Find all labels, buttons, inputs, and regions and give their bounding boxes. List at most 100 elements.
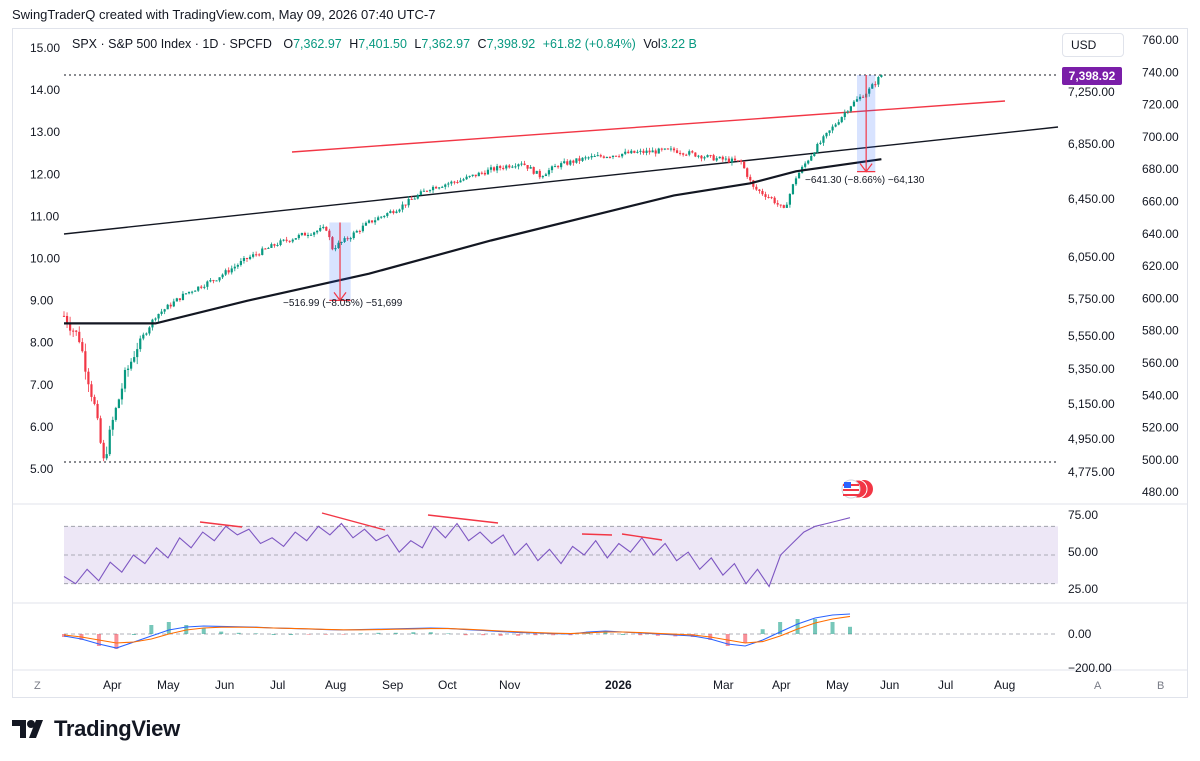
scale-axis-tick: 520.00 — [1142, 421, 1179, 435]
candle-body — [108, 429, 111, 455]
candle-body — [535, 170, 538, 174]
candle-body — [630, 150, 633, 154]
candle-body — [834, 124, 837, 127]
candle-body — [480, 172, 483, 174]
candle-body — [880, 75, 883, 78]
macd-histogram-bar — [446, 633, 451, 634]
macd-histogram-bar — [813, 619, 818, 634]
candle-body — [621, 153, 624, 157]
candle-body — [828, 130, 831, 133]
candle-body — [279, 240, 282, 245]
time-axis-tick: May — [157, 678, 180, 692]
candle-body — [755, 186, 758, 190]
candle-body — [709, 155, 712, 157]
candle-body — [614, 155, 618, 157]
candle-body — [87, 371, 90, 385]
candle-body — [65, 316, 69, 324]
candle-body — [733, 158, 737, 161]
macd-histogram-bar — [411, 632, 416, 634]
candle-body — [532, 167, 535, 174]
candle-body — [566, 161, 569, 165]
candle-body — [169, 304, 172, 307]
candle-body — [380, 216, 383, 218]
macd-histogram-bar — [481, 634, 486, 636]
candle-body — [471, 174, 474, 176]
macd-histogram-bar — [655, 634, 660, 636]
scale-axis-tick: 760.00 — [1142, 33, 1179, 47]
candle-body — [407, 198, 410, 206]
candle-body — [166, 304, 169, 310]
candle-body — [117, 399, 120, 408]
candle-body — [770, 197, 773, 199]
time-axis-tick: Apr — [772, 678, 791, 692]
left-axis-tick: 6.00 — [30, 420, 54, 434]
candle-body — [331, 237, 334, 250]
candle-body — [782, 205, 785, 208]
currency-button[interactable]: USD — [1062, 33, 1124, 57]
time-axis-tick: Jun — [880, 678, 899, 692]
candle-body — [325, 226, 328, 231]
candle-body — [413, 198, 416, 200]
candle-body — [444, 184, 447, 187]
candle-body — [377, 217, 380, 221]
scale-axis-tick: 600.00 — [1142, 291, 1179, 305]
candle-body — [242, 258, 246, 262]
candle-body — [483, 172, 486, 175]
macd-histogram-bar — [131, 634, 136, 635]
candle-body — [724, 158, 727, 160]
macd-signal-line — [63, 615, 851, 644]
candle-body — [218, 277, 221, 281]
candle-body — [624, 151, 627, 154]
time-axis-tick: Jun — [215, 678, 234, 692]
candle-body — [148, 327, 151, 334]
time-axis-tick: Jul — [938, 678, 953, 692]
candle-body — [465, 176, 468, 180]
candle-body — [422, 190, 425, 192]
candle-body — [474, 174, 477, 177]
candle-body — [157, 313, 160, 319]
zoom-corner-mark: Z — [34, 680, 41, 692]
scale-axis-tick: 540.00 — [1142, 388, 1179, 402]
candle-body — [276, 244, 279, 246]
macd-axis-tick: 0.00 — [1068, 627, 1092, 641]
candle-body — [703, 157, 706, 159]
candle-body — [858, 96, 862, 100]
price-axis-tick: 4,775.00 — [1068, 465, 1115, 479]
tradingview-logo-icon — [12, 720, 43, 738]
candle-body — [194, 290, 197, 292]
candle-body — [877, 77, 880, 85]
symbol-legend: SPX · S&P 500 Index · 1D · SPCFD O7,362.… — [72, 37, 697, 51]
candle-body — [544, 174, 547, 177]
tradingview-logo[interactable]: TradingView — [12, 716, 180, 742]
scale-axis-tick: 720.00 — [1142, 98, 1179, 112]
log-scale-mark: B — [1157, 680, 1164, 692]
candle-body — [431, 186, 435, 191]
candle-body — [672, 148, 676, 151]
candle-body — [499, 166, 502, 168]
candle-body — [553, 166, 557, 168]
rsi-divergence-line — [427, 514, 499, 524]
candle-body — [730, 158, 734, 163]
us-flag-icon[interactable] — [841, 479, 873, 499]
candle-body — [584, 157, 587, 159]
candle-body — [172, 301, 175, 307]
candle-body — [657, 148, 660, 154]
macd-histogram-bar — [358, 633, 363, 634]
candle-body — [252, 254, 255, 257]
candle-body — [550, 166, 554, 171]
trendlines — [63, 100, 1059, 235]
rsi-divergence-line — [321, 512, 386, 531]
time-axis-tick: Sep — [382, 678, 404, 692]
upper-channel-line — [291, 100, 1006, 153]
candle-body — [712, 155, 715, 161]
scale-axis-tick: 640.00 — [1142, 227, 1179, 241]
candle-body — [62, 315, 66, 317]
candle-body — [416, 194, 419, 199]
candle-body — [358, 230, 361, 232]
candle-body — [450, 181, 453, 184]
candle-body — [78, 331, 81, 343]
change-value: +61.82 (+0.84%) — [542, 37, 636, 51]
last-price-tag: 7,398.92 — [1062, 67, 1122, 85]
scale-axis-tick: 480.00 — [1142, 485, 1179, 499]
